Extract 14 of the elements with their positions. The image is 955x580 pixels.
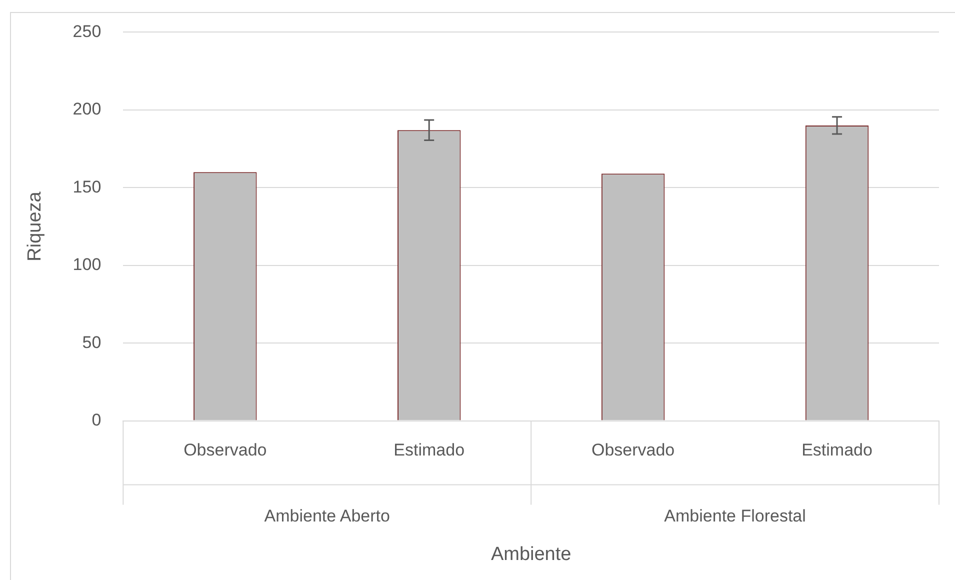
y-tick-label: 200: [72, 100, 102, 119]
y-tick-label: 0: [92, 410, 102, 430]
x-axis-title: Ambiente: [490, 544, 572, 565]
x-tick-label: Observado: [184, 440, 267, 460]
y-tick-label: 100: [72, 255, 102, 274]
y-tick-label: 150: [72, 177, 102, 196]
y-tick-label: 250: [72, 22, 102, 41]
y-tick-label: 50: [82, 332, 102, 352]
text: Ambiente Aberto: [264, 506, 390, 526]
text: Ambiente Florestal: [664, 506, 806, 526]
x-tick-label: Estimado: [394, 440, 465, 460]
x-tick-label: Estimado: [802, 440, 872, 460]
y-axis-title: Riqueza: [24, 191, 46, 262]
x-tick-label: Observado: [591, 440, 675, 460]
